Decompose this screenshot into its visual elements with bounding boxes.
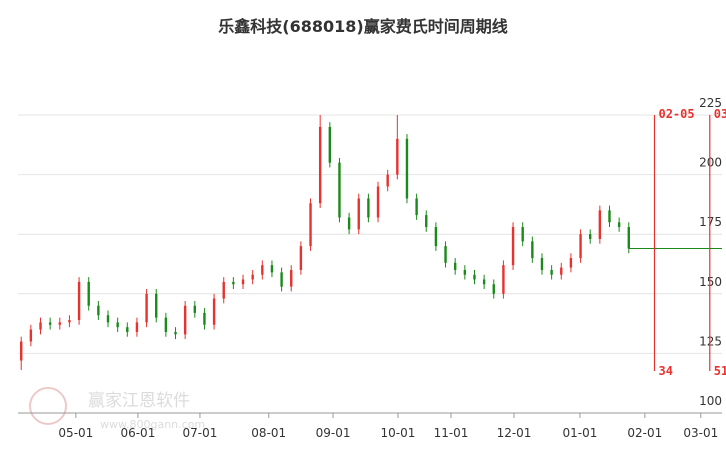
candle-body (135, 322, 139, 332)
candle-body (521, 227, 524, 242)
candle-body (444, 246, 447, 263)
candle-body (550, 269, 553, 275)
watermark-text: 赢家江恩软件 (88, 391, 190, 411)
cycle-count: 51 (714, 364, 726, 378)
candle-body (569, 258, 573, 268)
candle-body (77, 281, 81, 321)
candle-body (415, 198, 418, 216)
y-tick-label: 200 (699, 156, 722, 170)
x-tick-label: 09-01 (316, 426, 351, 440)
candle-body (164, 317, 168, 332)
candle-body (155, 293, 158, 318)
candle-body (212, 298, 216, 325)
x-tick-label: 03-01 (683, 426, 718, 440)
candle-body (116, 322, 119, 328)
candle-body (347, 217, 351, 230)
candle-body (97, 305, 100, 316)
candle-body (251, 274, 254, 280)
x-tick-label: 11-01 (434, 426, 469, 440)
candle-body (617, 222, 621, 228)
candle-body (232, 281, 235, 285)
candle-body (560, 267, 563, 275)
candle-body (299, 246, 303, 270)
candle-body (87, 281, 90, 306)
candle-body (357, 198, 360, 230)
candle-body (425, 215, 428, 228)
candle-body (48, 322, 52, 325)
candle-body (531, 241, 534, 259)
candle-body (280, 272, 283, 287)
chart-title: 乐鑫科技(688018)赢家费氏时间周期线 (218, 17, 507, 36)
x-tick-label: 02-01 (627, 426, 662, 440)
y-tick-label: 175 (699, 215, 722, 229)
x-tick-label: 06-01 (120, 426, 155, 440)
watermark-url: www.800gann.com (100, 418, 205, 431)
candle-body (473, 274, 476, 280)
cycle-count: 34 (658, 364, 672, 378)
candle-body (598, 210, 602, 239)
candle-body (309, 203, 312, 247)
y-tick-label: 125 (699, 334, 722, 348)
candle-body (579, 234, 582, 259)
candle-body (126, 327, 129, 332)
candle-body (463, 269, 467, 275)
watermark: 赢家江恩软件 www.800gann.com (29, 387, 205, 431)
candle-body (58, 322, 61, 325)
x-tick-label: 08-01 (251, 426, 286, 440)
x-tick-label: 07-01 (183, 426, 218, 440)
candle-body (29, 329, 33, 342)
candle-body (589, 234, 592, 239)
candle-body (261, 265, 264, 275)
candle-body (106, 315, 110, 323)
candle-body (222, 281, 225, 299)
candle-body (318, 126, 322, 204)
candle-body (183, 305, 187, 335)
candle-body (203, 312, 206, 325)
candle-body (396, 138, 399, 175)
cycle-date: 02-05 (658, 107, 694, 121)
y-tick-label: 225 (699, 96, 722, 110)
candle-body (145, 293, 148, 323)
candle-body (68, 320, 71, 323)
candle-body (386, 174, 389, 187)
candle-body (328, 126, 332, 163)
candle-body (405, 138, 409, 199)
candle-body (376, 186, 380, 218)
candle-body (511, 227, 515, 266)
candle-body (492, 284, 495, 294)
candle-body (608, 210, 611, 223)
candle-body (290, 269, 293, 287)
candle-body (627, 227, 630, 249)
cycle-date: 03 (714, 107, 726, 121)
candle-body (502, 265, 505, 294)
y-tick-label: 150 (699, 275, 722, 289)
x-tick-label: 01-01 (562, 426, 597, 440)
x-tick-label: 10-01 (381, 426, 416, 440)
candle-body (338, 162, 341, 218)
candle-body (453, 262, 457, 270)
candle-body (20, 341, 23, 361)
candle-body (367, 198, 370, 218)
candle-body (434, 227, 438, 247)
candle-body (39, 322, 42, 330)
x-tick-label: 05-01 (58, 426, 93, 440)
candle-body (482, 279, 486, 285)
y-tick-label: 100 (699, 394, 722, 408)
watermark-logo (29, 387, 67, 425)
candle-body (193, 305, 197, 313)
candle-body (241, 279, 245, 285)
x-tick-label: 12-01 (497, 426, 532, 440)
candle-body (174, 331, 177, 335)
candle-body (270, 265, 274, 273)
candle-body (540, 258, 544, 270)
